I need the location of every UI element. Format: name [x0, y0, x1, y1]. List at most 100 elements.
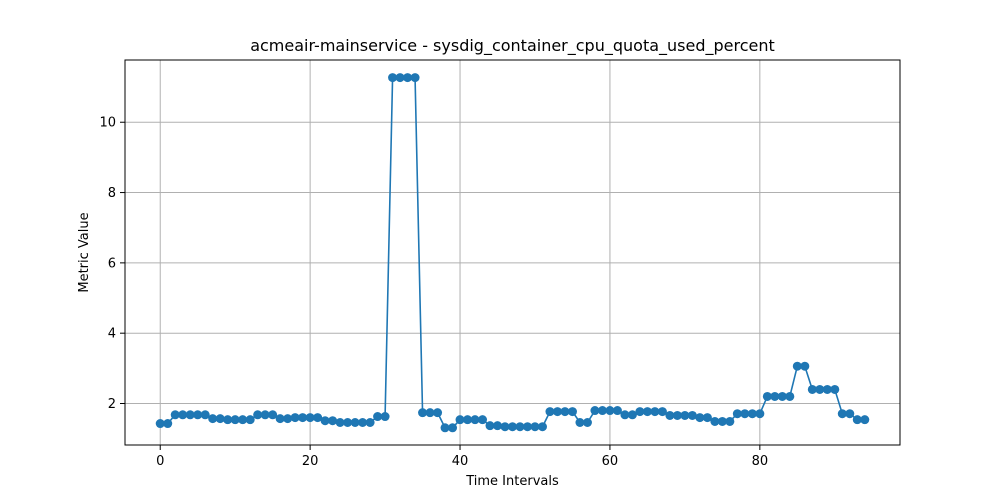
x-tick-label: 40	[452, 454, 469, 469]
data-point	[253, 410, 263, 420]
data-point	[448, 423, 458, 433]
data-point	[597, 406, 607, 416]
data-point	[433, 408, 443, 418]
data-point	[163, 419, 173, 429]
grid	[125, 60, 900, 445]
data-point	[807, 384, 817, 394]
data-point	[567, 407, 577, 417]
data-point	[815, 384, 825, 394]
y-tick-label: 8	[108, 186, 116, 201]
data-point	[605, 406, 615, 416]
data-point	[290, 413, 300, 423]
data-point	[358, 418, 368, 427]
data-point	[245, 415, 255, 425]
data-point	[657, 407, 667, 417]
y-tick-label: 4	[108, 327, 116, 342]
data-point	[298, 413, 308, 423]
data-point	[260, 410, 270, 420]
data-point	[635, 407, 645, 417]
data-point	[717, 416, 727, 426]
data-point	[770, 391, 780, 401]
x-axis-ticks: 0 20 40 60 80	[156, 445, 768, 469]
data-point	[845, 409, 855, 419]
data-point	[680, 410, 690, 420]
data-point	[320, 416, 330, 426]
data-point	[687, 410, 697, 420]
data-point	[313, 413, 323, 423]
data-point	[350, 418, 360, 427]
data-point	[283, 414, 293, 424]
data-point	[552, 407, 562, 417]
data-point	[545, 407, 555, 417]
data-point	[178, 410, 188, 420]
data-point	[612, 406, 622, 416]
data-point	[590, 406, 600, 416]
data-point	[560, 407, 570, 417]
data-point	[695, 413, 705, 423]
series-line	[160, 76, 865, 429]
data-point	[410, 73, 420, 83]
data-point	[215, 414, 225, 424]
data-point	[238, 415, 248, 425]
data-point	[785, 391, 795, 401]
data-point	[642, 407, 652, 417]
data-point	[740, 409, 750, 419]
series-line-layer	[160, 76, 865, 429]
chart-title: acmeair-mainservice - sysdig_container_c…	[250, 36, 775, 56]
data-point	[627, 410, 637, 420]
marker-layer	[155, 73, 870, 433]
data-point	[620, 410, 630, 420]
x-tick-label: 20	[302, 454, 319, 469]
data-point	[230, 415, 240, 425]
data-point	[702, 413, 712, 423]
data-point	[470, 415, 480, 425]
data-point	[710, 416, 720, 426]
data-point	[440, 423, 450, 433]
x-tick-label: 80	[752, 454, 769, 469]
data-point	[508, 422, 517, 432]
data-point	[665, 410, 675, 420]
data-point	[575, 418, 585, 427]
data-point	[335, 418, 345, 427]
data-point	[792, 361, 802, 371]
data-point	[515, 422, 525, 432]
data-point	[380, 412, 390, 422]
data-point	[582, 418, 592, 427]
data-point	[732, 409, 742, 419]
data-point	[650, 407, 660, 417]
data-point	[830, 384, 840, 394]
y-axis-ticks: 2 4 6 8 10	[99, 116, 125, 412]
y-tick-label: 2	[108, 397, 116, 412]
x-tick-label: 0	[156, 454, 164, 469]
data-point	[522, 422, 532, 432]
data-point	[485, 421, 495, 431]
data-point	[822, 384, 832, 394]
data-point	[155, 419, 165, 429]
data-point	[777, 391, 787, 401]
data-point	[343, 418, 353, 427]
data-point	[170, 410, 180, 420]
data-point	[425, 408, 435, 418]
data-point	[672, 410, 682, 420]
data-point	[418, 408, 428, 418]
y-axis-label: Metric Value	[77, 212, 92, 292]
data-point	[725, 416, 735, 426]
data-point	[373, 412, 383, 422]
data-point	[800, 361, 810, 371]
data-point	[493, 421, 503, 431]
data-point	[268, 410, 278, 420]
data-point	[275, 414, 285, 424]
data-point	[837, 409, 847, 419]
data-point	[860, 415, 870, 425]
data-point	[200, 410, 210, 420]
x-tick-label: 60	[602, 454, 619, 469]
data-point	[193, 410, 203, 420]
data-point	[852, 415, 862, 425]
data-point	[762, 391, 772, 401]
data-point	[463, 415, 473, 425]
data-point	[755, 409, 765, 419]
data-point	[328, 416, 338, 426]
data-point	[403, 73, 413, 83]
data-point	[455, 415, 465, 425]
